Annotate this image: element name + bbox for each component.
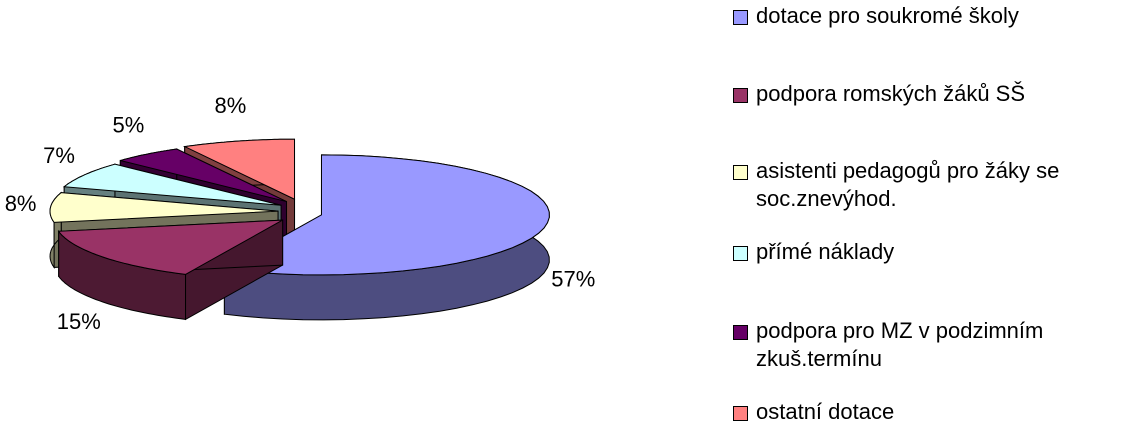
legend-label: přímé náklady — [756, 239, 895, 264]
legend-item: přímé náklady — [733, 238, 1133, 266]
legend-label: dotace pro soukromé školy — [756, 3, 1019, 28]
pie-area: 57%15%8%7%5%8% — [5, 93, 596, 334]
slice-top — [222, 154, 550, 276]
slice-top — [62, 163, 282, 206]
legend-label: podpora romských žáků SŠ — [756, 81, 1026, 106]
legend-swatch — [733, 325, 748, 340]
legend-item: podpora pro MZ v podzimním zkuš.termínu — [733, 317, 1133, 373]
legend-swatch — [733, 165, 748, 180]
data-label: 15% — [57, 309, 101, 334]
legend-swatch — [733, 10, 748, 25]
legend-item: asistenti pedagogů pro žáky se soc.znevý… — [733, 157, 1133, 213]
slice-top — [182, 138, 296, 201]
legend-swatch — [733, 246, 748, 261]
legend-swatch — [733, 88, 748, 103]
legend-label: asistenti pedagogů pro žáky se soc.znevý… — [756, 158, 1060, 211]
legend-item: podpora romských žáků SŠ — [733, 80, 1133, 108]
data-label: 57% — [551, 266, 595, 291]
legend-item: dotace pro soukromé školy — [733, 2, 1133, 30]
legend-label: podpora pro MZ v podzimním zkuš.termínu — [756, 318, 1044, 371]
data-label: 8% — [5, 191, 37, 216]
slice-top — [57, 219, 283, 275]
data-label: 5% — [113, 113, 145, 138]
legend-swatch — [733, 406, 748, 421]
slice-top — [120, 148, 287, 203]
data-label: 7% — [43, 143, 75, 168]
data-label: 8% — [215, 93, 247, 118]
slice-top — [49, 192, 279, 223]
legend-item: ostatní dotace — [733, 398, 1133, 426]
slice — [57, 219, 284, 321]
legend-label: ostatní dotace — [756, 399, 895, 424]
